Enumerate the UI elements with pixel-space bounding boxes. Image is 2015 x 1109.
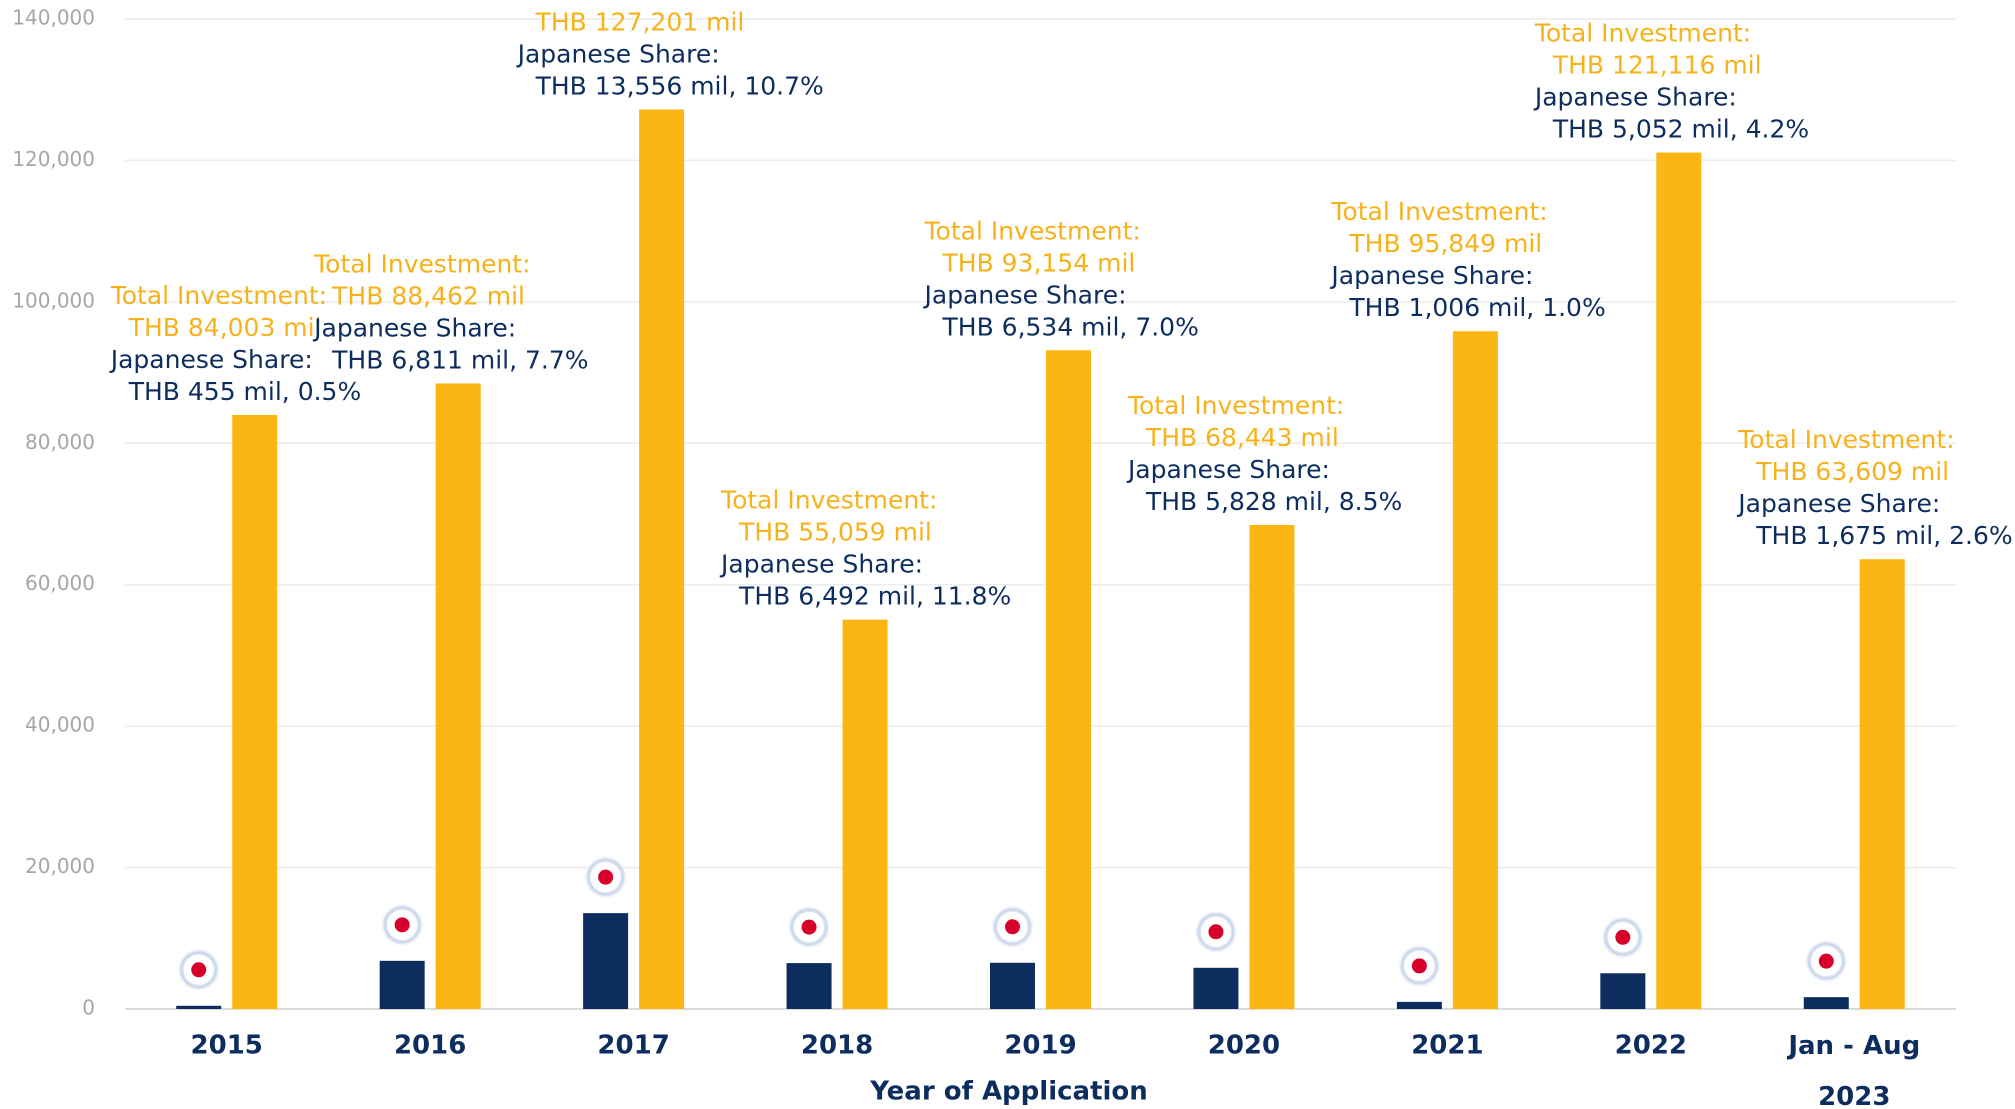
flag-sun [191,962,207,978]
total-value-label: THB 121,116 mil [1552,51,1762,80]
share-value-label: THB 6,811 mil, 7.7% [331,345,588,374]
share-label: Japanese Share: [1736,489,1940,518]
x-tick-label-line: 2023 [1818,1082,1890,1109]
x-axis-title: Year of Application [869,1077,1148,1107]
bar [1249,525,1295,1009]
y-tick-label: 120,000 [12,147,95,171]
bar [639,109,685,1010]
bar [379,960,425,1009]
x-tick-label: 2022 [1615,1031,1687,1061]
share-value-label: THB 13,556 mil, 10.7% [535,72,824,101]
flag-sun [1005,919,1020,935]
x-tick-label: 2015 [191,1031,263,1061]
total-label: Total Investment: [924,216,1141,245]
flag-sun [394,917,410,933]
total-label: Total Investment: [517,0,734,5]
bar [176,1005,222,1009]
x-tick-label: 2021 [1411,1031,1483,1061]
share-label: Japanese Share: [1329,261,1533,290]
flag-sun [1818,953,1834,969]
total-label: Total Investment: [313,249,530,278]
total-value-label: THB 95,849 mil [1348,229,1542,258]
total-label: Total Investment: [1737,425,1954,454]
y-tick-label: 80,000 [25,430,95,454]
share-label: Japanese Share: [923,280,1127,309]
share-label: Japanese Share: [109,345,313,374]
share-value-label: THB 5,828 mil, 8.5% [1145,487,1402,516]
bar [990,962,1035,1009]
x-tick-label: 2016 [394,1031,466,1061]
share-label: Japanese Share: [1533,83,1737,112]
x-tick-label: 2020 [1208,1031,1280,1061]
x-tick-label: 2019 [1004,1031,1076,1061]
flag-sun [1411,958,1427,974]
bar [842,619,888,1009]
share-label: Japanese Share: [312,313,516,342]
y-tick-label: 20,000 [25,854,95,878]
total-value-label: THB 55,059 mil [738,518,932,547]
flag-sun [1208,924,1224,940]
bar [1193,967,1239,1009]
bar [786,963,832,1009]
bar [1656,152,1702,1009]
share-value-label: THB 455 mil, 0.5% [128,377,361,406]
total-value-label: THB 88,462 mil [331,281,525,310]
bar [232,414,278,1010]
bar [1803,997,1849,1009]
x-tick-label: 2018 [801,1031,873,1061]
bar [435,383,481,1010]
bar [1859,559,1905,1009]
total-value-label: THB 127,201 mil [535,8,745,37]
bar [1396,1001,1442,1009]
x-tick-label: 2017 [597,1031,669,1061]
bar [1452,331,1498,1009]
total-value-label: THB 63,609 mil [1755,457,1949,486]
y-tick-label: 100,000 [12,288,95,312]
total-label: Total Investment: [1127,391,1344,420]
flag-sun [801,919,817,935]
flag-sun [598,869,614,885]
y-tick-label: 140,000 [12,6,95,30]
y-tick-label: 0 [82,996,95,1020]
share-label: Japanese Share: [1126,455,1330,484]
total-value-label: THB 93,154 mil [942,248,1136,277]
total-label: Total Investment: [720,486,937,515]
y-tick-label: 40,000 [25,713,95,737]
share-label: Japanese Share: [719,550,923,579]
x-tick-label-line: Jan - Aug [1786,1031,1920,1061]
flag-sun [1615,929,1631,945]
total-label: Total Investment: [1330,197,1547,226]
bar [1600,973,1646,1009]
total-value-label: THB 84,003 mil [128,313,322,342]
bar [1046,350,1091,1009]
share-value-label: THB 1,675 mil, 2.6% [1755,521,2012,550]
total-value-label: THB 68,443 mil [1145,423,1339,452]
share-value-label: THB 5,052 mil, 4.2% [1552,115,1809,144]
share-value-label: THB 6,492 mil, 11.8% [738,582,1011,611]
bar [583,913,629,1009]
share-label: Japanese Share: [516,40,720,69]
share-value-label: THB 6,534 mil, 7.0% [942,312,1199,341]
total-label: Total Investment: [110,281,327,310]
total-label: Total Investment: [1534,19,1751,48]
y-tick-label: 60,000 [25,571,95,595]
share-value-label: THB 1,006 mil, 1.0% [1348,293,1605,322]
x-tick-label: Jan - Aug 2023 [1786,1031,1920,1109]
